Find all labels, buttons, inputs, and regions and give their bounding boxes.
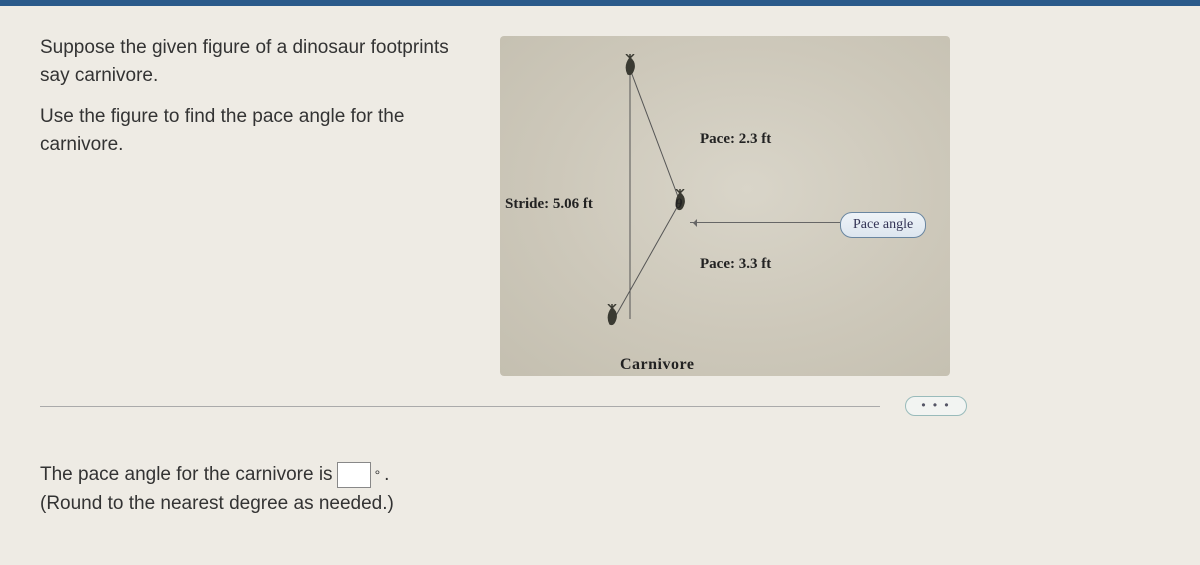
footprint-bottom bbox=[602, 304, 622, 328]
problem-panel: Suppose the given figure of a dinosaur f… bbox=[0, 6, 1200, 565]
question-line-1: Suppose the given figure of a dinosaur f… bbox=[40, 34, 460, 89]
section-divider bbox=[40, 406, 880, 407]
degree-symbol: ° bbox=[375, 465, 381, 486]
pace-top-label: Pace: 2.3 ft bbox=[700, 131, 771, 148]
theta-label: θ bbox=[675, 197, 682, 213]
answer-area: The pace angle for the carnivore is ° . … bbox=[40, 461, 394, 518]
pace-angle-input[interactable] bbox=[337, 462, 371, 488]
answer-prefix: The pace angle for the carnivore is bbox=[40, 461, 333, 490]
answer-hint: (Round to the nearest degree as needed.) bbox=[40, 490, 394, 519]
pace-angle-callout: Pace angle bbox=[840, 212, 926, 238]
pace-bottom-label: Pace: 3.3 ft bbox=[700, 256, 771, 273]
question-text: Suppose the given figure of a dinosaur f… bbox=[40, 34, 460, 158]
more-button[interactable]: • • • bbox=[905, 396, 967, 416]
figure-title: Carnivore bbox=[620, 356, 694, 374]
footprint-top bbox=[620, 54, 640, 78]
question-line-2: Use the figure to find the pace angle fo… bbox=[40, 103, 460, 158]
pace-angle-pointer bbox=[690, 222, 840, 223]
stride-label: Stride: 5.06 ft bbox=[505, 196, 593, 213]
figure-area: Stride: 5.06 ft Pace: 2.3 ft Pace: 3.3 f… bbox=[500, 36, 950, 376]
answer-period: . bbox=[384, 461, 389, 490]
